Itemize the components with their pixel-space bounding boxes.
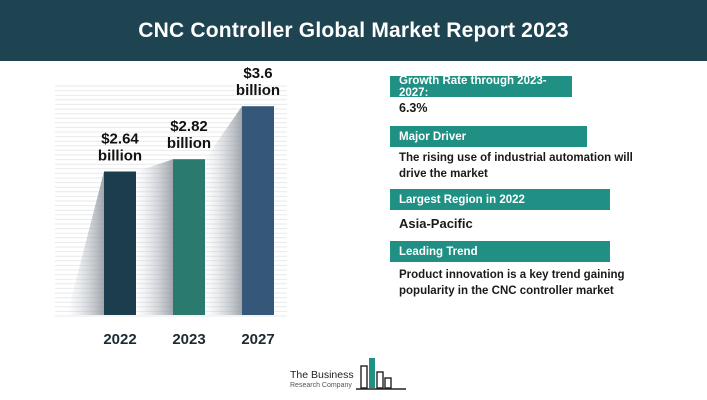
data-label-unit: billion — [98, 148, 142, 165]
bar-2022 — [104, 171, 136, 315]
growth-rate-value: 6.3% — [399, 101, 428, 115]
major-driver-value: The rising use of industrial automation … — [399, 152, 633, 180]
page-title: CNC Controller Global Market Report 2023 — [138, 18, 569, 42]
company-logo: The Business Research Company — [290, 356, 408, 396]
bars — [104, 106, 274, 315]
data-label-value: $2.64 — [101, 131, 139, 148]
largest-region-value: Asia-Pacific — [399, 216, 473, 231]
bar-shadow — [136, 159, 173, 315]
largest-region-label: Largest Region in 2022 — [390, 189, 610, 210]
growth-rate-block: Growth Rate through 2023-2027: 6.3% — [390, 75, 572, 115]
bar-2023 — [173, 159, 205, 315]
category-labels: 2022 2023 2027 — [103, 331, 274, 348]
logo-bars-icon — [356, 358, 406, 390]
data-label-value: $3.6 — [243, 65, 272, 82]
category-label-2022: 2022 — [103, 331, 136, 348]
category-label-2027: 2027 — [241, 331, 274, 348]
leading-trend-value: Product innovation is a key trend gainin… — [399, 269, 625, 297]
growth-rate-label: Growth Rate through 2023-2027: — [390, 75, 572, 99]
logo-subtext: Research Company — [290, 382, 352, 389]
largest-region-block: Largest Region in 2022 Asia-Pacific — [390, 189, 610, 231]
bar-shadows — [67, 106, 242, 315]
category-label-2023: 2023 — [172, 331, 205, 348]
bar-shadow — [205, 106, 242, 315]
report-header: CNC Controller Global Market Report 2023 — [0, 0, 707, 61]
leading-trend-label: Leading Trend — [390, 241, 610, 262]
data-label-unit: billion — [236, 82, 280, 99]
bar-shadow — [67, 171, 104, 315]
logo-text: The Business — [290, 369, 354, 381]
bar-2027 — [242, 106, 274, 315]
major-driver-label: Major Driver — [390, 126, 587, 147]
market-size-chart: $2.64 billion $2.82 billion $3.6 billion 2022… — [55, 65, 345, 354]
major-driver-block: Major Driver The rising use of industria… — [390, 126, 649, 182]
data-label-unit: billion — [167, 135, 211, 152]
leading-trend-block: Leading Trend Product innovation is a ke… — [390, 241, 634, 299]
data-label-value: $2.82 — [170, 118, 208, 135]
